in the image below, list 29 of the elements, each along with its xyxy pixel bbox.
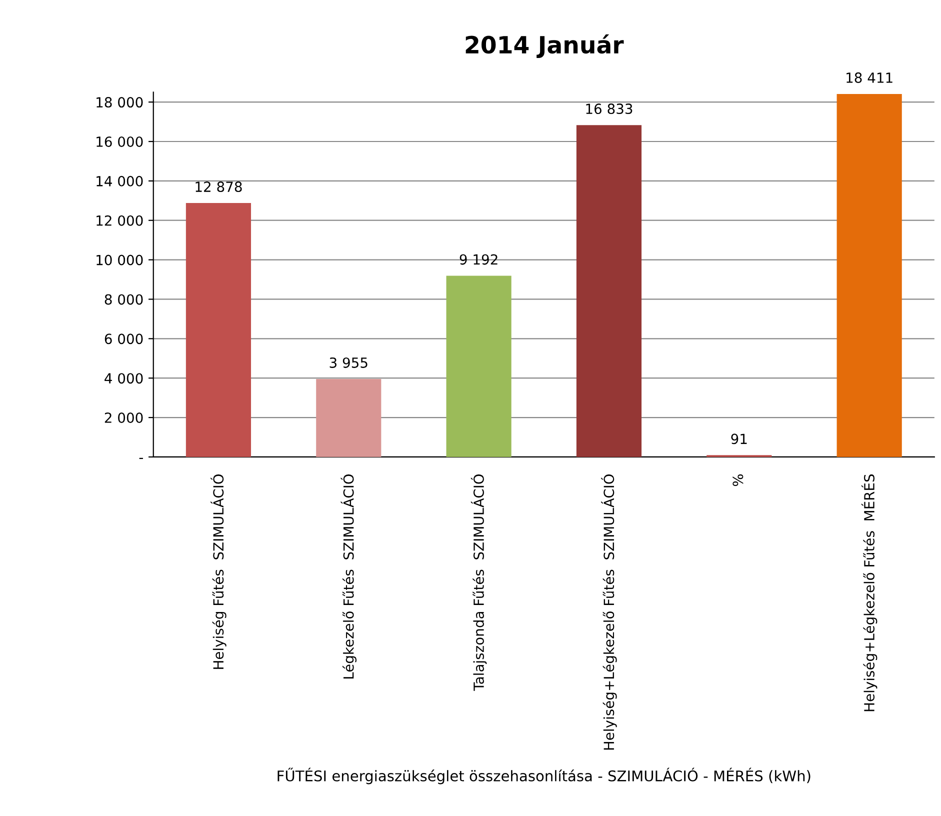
y-tick-label: 10 000 bbox=[96, 254, 143, 266]
data-label: 91 bbox=[731, 434, 747, 444]
x-tick-label: Talajszonda Fűtés SZIMULÁCIÓ bbox=[470, 474, 487, 691]
y-tick-label: - bbox=[139, 458, 143, 459]
x-tick-label: % bbox=[732, 474, 744, 486]
x-tick-label: Légkezelő Fűtés SZIMULÁCIÓ bbox=[340, 474, 357, 679]
bar bbox=[836, 94, 902, 457]
y-tick-label: 8 000 bbox=[104, 294, 143, 305]
y-tick-label: 12 000 bbox=[96, 215, 143, 226]
bar bbox=[186, 203, 252, 457]
y-tick-label: 14 000 bbox=[96, 176, 143, 186]
data-label: 3 955 bbox=[330, 357, 368, 368]
y-tick-label: 2 000 bbox=[104, 412, 143, 423]
bar bbox=[316, 378, 382, 457]
bar bbox=[446, 276, 512, 457]
data-label: 16 833 bbox=[586, 104, 632, 114]
chart-title: 2014 Január bbox=[466, 34, 624, 58]
y-tick-label: 16 000 bbox=[96, 136, 143, 147]
data-label: 18 411 bbox=[846, 72, 892, 83]
y-tick-label: 6 000 bbox=[104, 334, 143, 344]
x-axis-title: FŰTÉSI energiaszükséglet összehasonlítása - SZIMULÁCIÓ - MÉRÉS (kWh) bbox=[278, 768, 810, 784]
bar bbox=[576, 125, 642, 457]
y-tick-label: 18 000 bbox=[96, 97, 143, 108]
data-label: 12 878 bbox=[196, 182, 242, 192]
x-tick-label: Helyiség+Légkezelő Fűtés MÉRÉS bbox=[861, 474, 878, 712]
y-tick-label: 4 000 bbox=[104, 373, 143, 384]
data-label: 9 192 bbox=[460, 254, 498, 265]
x-tick-label: Helyiség Fűtés SZIMULÁCIÓ bbox=[210, 474, 226, 669]
x-tick-label: Helyiség+Légkezelő Fűtés SZIMULÁCIÓ bbox=[601, 474, 617, 750]
